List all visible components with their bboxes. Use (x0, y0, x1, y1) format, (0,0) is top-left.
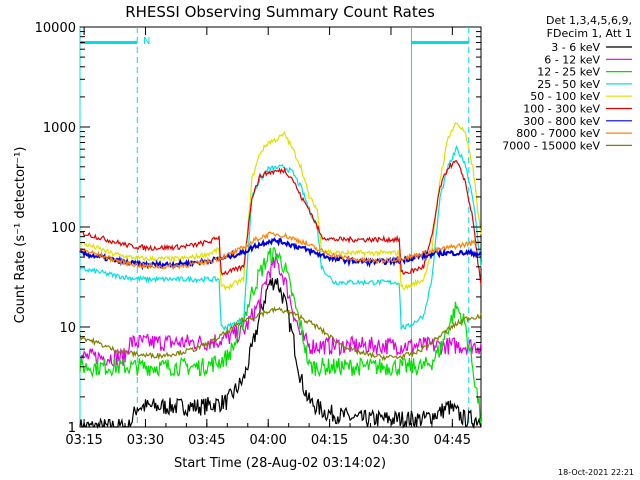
x-tick-label: 04:00 (249, 433, 286, 448)
legend-label-800-7000-kev: 800 - 7000 keV (516, 127, 600, 140)
series-line-7000-15000-kev (79, 305, 482, 362)
series-line-12-25-kev (79, 247, 482, 424)
x-tick-label: 03:30 (127, 433, 164, 448)
series-layer (79, 122, 482, 430)
legend-label-50-100-kev: 50 - 100 keV (530, 90, 600, 103)
y-tick-label: 10000 (35, 21, 76, 36)
x-tick-label: 03:45 (188, 433, 225, 448)
markers-layer (79, 27, 470, 427)
legend: Det 1,3,4,5,6,9, FDecim 1, Att 1 3 - 6 k… (502, 14, 632, 152)
x-tick-label: 04:30 (372, 433, 409, 448)
legend-header-line-2: FDecim 1, Att 1 (547, 27, 632, 40)
series-line-3-6-kev (79, 277, 482, 430)
y-tick-label: 100 (51, 221, 76, 236)
x-axis-label: Start Time (28-Aug-02 03:14:02) (174, 456, 386, 471)
y-axis-label: Count Rate (s⁻¹ detector⁻¹) (13, 147, 28, 324)
y-ticks: 1 10 100 1000 10000 (35, 21, 481, 436)
y-tick-label: 1000 (43, 121, 76, 136)
flag-marker-label: N (143, 36, 150, 47)
y-tick-label: 10 (59, 321, 76, 336)
footer-timestamp: 18-Oct-2021 22:21 (558, 468, 634, 477)
series-line-50-100-kev (79, 122, 482, 292)
x-tick-label: 04:45 (434, 433, 471, 448)
x-tick-label: 03:15 (65, 433, 102, 448)
x-tick-label: 04:15 (311, 433, 348, 448)
series-line-100-300-kev (79, 160, 482, 286)
legend-header-line-1: Det 1,3,4,5,6,9, (546, 14, 632, 27)
x-ticks: 03:15 03:30 03:45 04:00 04:15 04:30 04:45 (65, 27, 474, 448)
plot-area: 03:15 03:30 03:45 04:00 04:15 04:30 04:45 1101… (35, 21, 482, 448)
series-line-800-7000-kev (79, 231, 482, 270)
legend-label-300-800-kev: 300 - 800 keV (523, 115, 600, 128)
legend-label-12-25-kev: 12 - 25 keV (537, 66, 600, 79)
series-line-6-12-kev (79, 253, 482, 368)
series-line-300-800-kev (79, 237, 482, 271)
chart-title: RHESSI Observing Summary Count Rates (125, 3, 435, 21)
legend-label-3-6-kev: 3 - 6 keV (551, 41, 600, 54)
y-tick-label: 1 (68, 421, 76, 436)
legend-label-25-50-kev: 25 - 50 keV (537, 78, 600, 91)
series-line-25-50-kev (79, 144, 482, 331)
legend-label-6-12-kev: 6 - 12 keV (544, 53, 600, 66)
legend-label-7000-15000-kev: 7000 - 15000 keV (502, 139, 600, 152)
legend-label-100-300-kev: 100 - 300 keV (523, 103, 600, 116)
